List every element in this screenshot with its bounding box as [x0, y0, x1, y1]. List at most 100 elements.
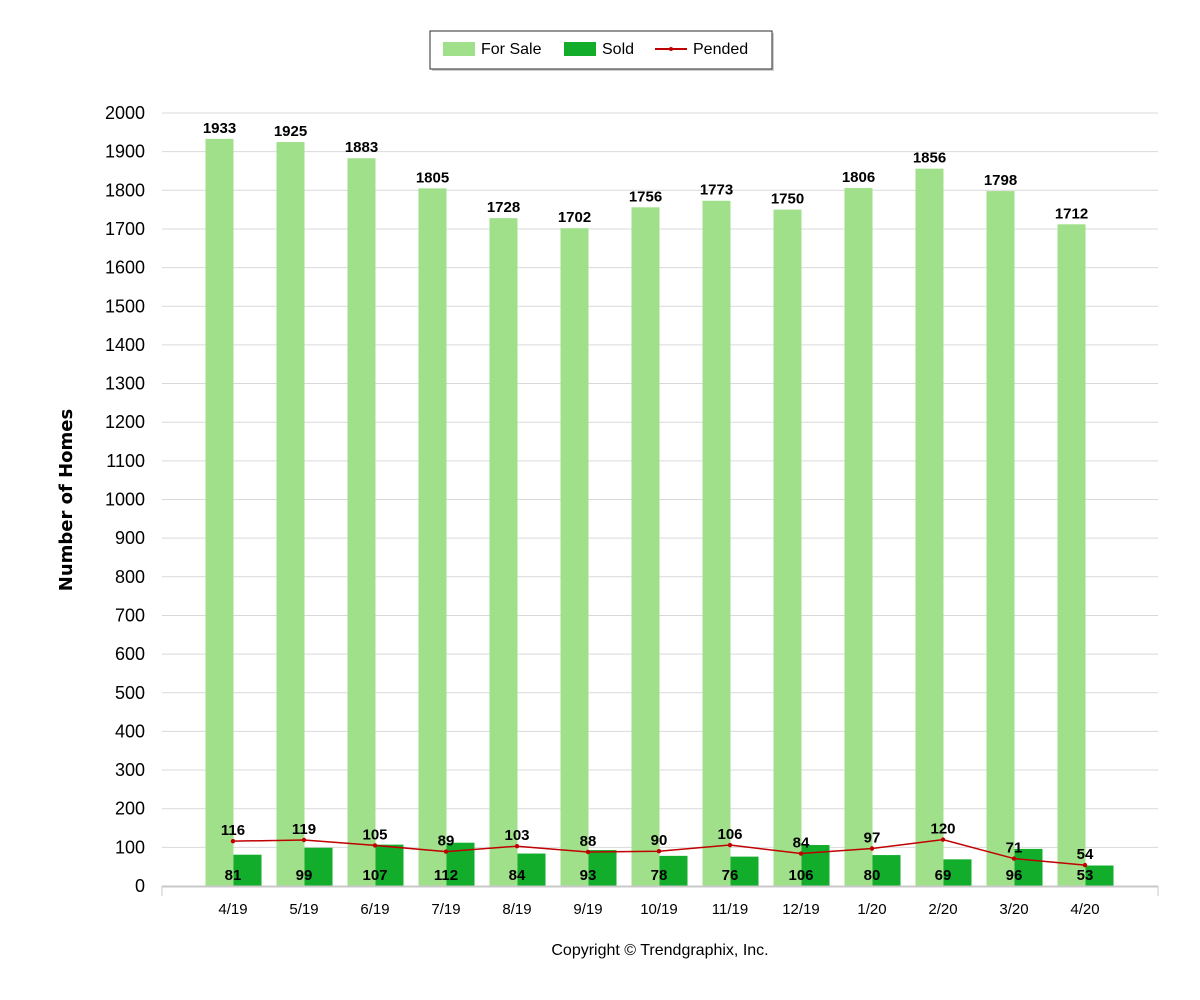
x-tick-label: 8/19: [502, 901, 531, 918]
y-tick-label: 1000: [105, 490, 145, 510]
for-sale-data-label: 1798: [984, 172, 1017, 189]
for-sale-data-label: 1756: [629, 188, 662, 205]
for-sale-data-label: 1773: [700, 182, 733, 199]
y-tick-label: 500: [115, 683, 145, 703]
for-sale-data-label: 1883: [345, 139, 378, 156]
pended-data-label: 88: [580, 833, 597, 850]
bars-layer: [205, 138, 1114, 887]
sold-data-label: 84: [509, 867, 526, 884]
pended-data-label: 106: [717, 826, 742, 843]
y-tick-label: 1700: [105, 219, 145, 239]
legend-marker-pended: [669, 47, 673, 51]
y-tick-label: 400: [115, 721, 145, 741]
sold-bar: [943, 859, 972, 886]
sold-data-label: 99: [296, 867, 313, 884]
sold-data-label: 81: [225, 867, 242, 884]
sold-data-label: 76: [722, 867, 739, 884]
sold-data-label: 107: [362, 867, 387, 884]
pended-point: [869, 846, 875, 851]
legend-label-sold: Sold: [602, 41, 634, 58]
for-sale-bar: [1057, 224, 1086, 886]
pended-point: [230, 838, 236, 844]
pended-point: [585, 849, 591, 855]
for-sale-bar: [915, 168, 944, 886]
x-tick-label: 10/19: [640, 901, 678, 918]
pended-point: [301, 837, 307, 843]
copyright-text: Copyright © Trendgraphix, Inc.: [551, 942, 768, 959]
sold-bar: [1085, 865, 1114, 886]
pended-data-label: 71: [1006, 840, 1023, 857]
for-sale-bar: [773, 209, 802, 886]
pended-point: [940, 837, 946, 842]
y-tick-label: 600: [115, 644, 145, 664]
x-tick-label: 6/19: [360, 901, 389, 918]
x-tick-label: 12/19: [782, 901, 820, 918]
for-sale-data-label: 1933: [203, 120, 236, 137]
for-sale-data-label: 1925: [274, 123, 307, 140]
legend-label-for-sale: For Sale: [481, 41, 542, 58]
legend-swatch-sold: [564, 42, 596, 56]
pended-data-label: 90: [651, 832, 668, 849]
y-tick-label: 700: [115, 605, 145, 625]
for-sale-data-label: 1702: [558, 209, 591, 226]
x-tick-label: 2/20: [928, 901, 957, 918]
pended-data-label: 116: [221, 822, 245, 839]
x-tick-label: 4/19: [218, 901, 247, 918]
pended-data-label: 120: [930, 821, 955, 838]
for-sale-bar: [418, 188, 447, 886]
sold-bar: [517, 853, 546, 886]
sold-data-label: 93: [580, 867, 597, 884]
sold-data-label: 96: [1006, 867, 1023, 884]
pended-line-layer: [230, 837, 1088, 868]
y-axis-label: Number of Homes: [56, 409, 77, 591]
pended-data-label: 97: [864, 830, 881, 847]
y-tick-label: 1600: [105, 258, 145, 278]
y-tick-label: 900: [115, 528, 145, 548]
x-tick-label: 5/19: [289, 901, 318, 918]
sold-bar: [304, 847, 333, 886]
y-tick-label: 1300: [105, 374, 145, 394]
y-tick-label: 1900: [105, 142, 145, 162]
y-tick-label: 100: [115, 837, 145, 857]
for-sale-data-label: 1805: [416, 169, 449, 186]
sold-bar: [659, 855, 688, 886]
sold-bar: [375, 844, 404, 886]
y-tick-label: 0: [135, 876, 145, 896]
x-tick-label: 7/19: [431, 901, 460, 918]
legend: For Sale Sold Pended: [429, 30, 774, 71]
y-tick-label: 300: [115, 760, 145, 780]
for-sale-bar: [276, 141, 305, 887]
pended-point: [443, 849, 449, 854]
legend-label-pended: Pended: [693, 41, 748, 58]
sold-bar: [872, 855, 901, 886]
y-tick-label: 1100: [106, 451, 145, 471]
sold-data-label: 69: [935, 867, 952, 884]
sold-data-label: 78: [651, 867, 668, 884]
pended-point: [514, 843, 520, 849]
pended-data-label: 89: [438, 833, 455, 850]
y-tick-label: 200: [115, 799, 145, 819]
for-sale-bar: [560, 228, 589, 886]
for-sale-bar: [844, 187, 873, 886]
for-sale-bar: [347, 158, 376, 886]
sold-data-label: 80: [864, 867, 881, 884]
sold-data-label: 112: [434, 867, 458, 884]
pended-data-label: 119: [292, 821, 316, 838]
x-tick-label: 1/20: [857, 901, 886, 918]
pended-data-label: 105: [362, 826, 387, 843]
x-tick-label: 3/20: [999, 901, 1028, 918]
pended-point: [798, 851, 804, 856]
for-sale-bar: [631, 207, 660, 886]
for-sale-data-label: 1856: [913, 150, 946, 167]
pended-data-label: 103: [504, 827, 529, 844]
x-tick-label: 11/19: [712, 901, 748, 918]
x-tick-label: 4/20: [1070, 901, 1099, 918]
sold-data-label: 53: [1077, 867, 1094, 884]
pended-point: [656, 849, 662, 854]
pended-point: [1011, 856, 1017, 861]
pended-data-label: 84: [793, 835, 810, 852]
y-tick-label: 1500: [105, 296, 145, 316]
y-tick-label: 800: [115, 567, 145, 587]
